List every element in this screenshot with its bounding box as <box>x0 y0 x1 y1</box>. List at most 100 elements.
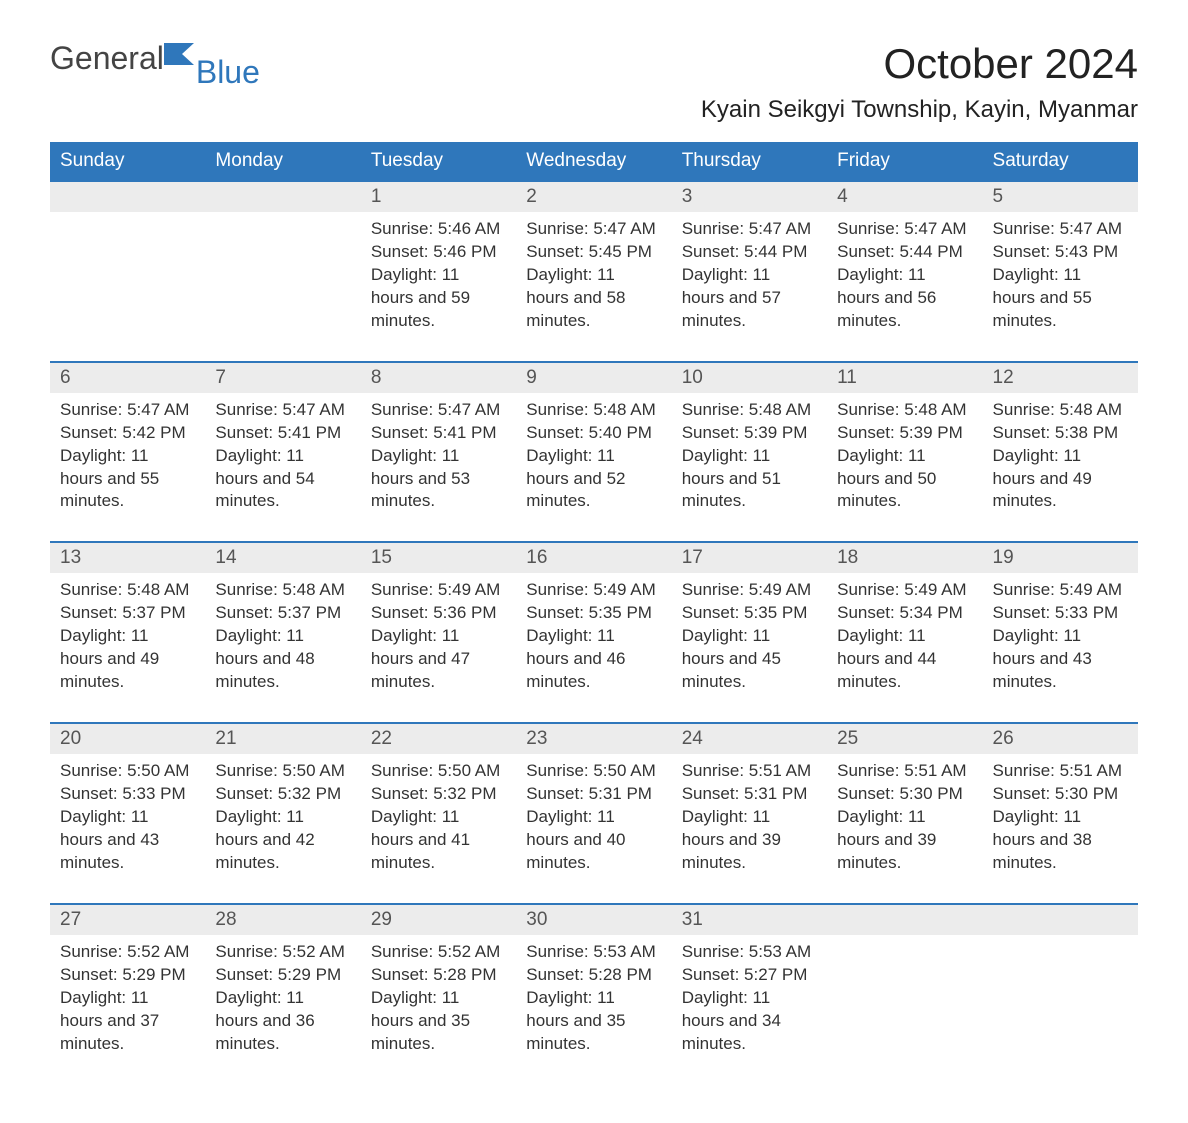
daylight-text: Daylight: 11 hours and 46 minutes. <box>526 625 661 694</box>
day-number: 10 <box>672 363 827 393</box>
sunrise-text: Sunrise: 5:52 AM <box>60 941 195 964</box>
day-content: Sunrise: 5:48 AMSunset: 5:40 PMDaylight:… <box>516 393 671 542</box>
day-content: Sunrise: 5:50 AMSunset: 5:32 PMDaylight:… <box>361 754 516 903</box>
sunset-text: Sunset: 5:37 PM <box>215 602 350 625</box>
daylight-text: Daylight: 11 hours and 41 minutes. <box>371 806 506 875</box>
sunset-text: Sunset: 5:41 PM <box>215 422 350 445</box>
calendar-week: 13141516171819Sunrise: 5:48 AMSunset: 5:… <box>50 541 1138 722</box>
sunrise-text: Sunrise: 5:49 AM <box>371 579 506 602</box>
daylight-text: Daylight: 11 hours and 39 minutes. <box>837 806 972 875</box>
day-number: 19 <box>983 543 1138 573</box>
sunset-text: Sunset: 5:39 PM <box>837 422 972 445</box>
daylight-text: Daylight: 11 hours and 49 minutes. <box>993 445 1128 514</box>
day-content: Sunrise: 5:52 AMSunset: 5:28 PMDaylight:… <box>361 935 516 1084</box>
day-number: 4 <box>827 182 982 212</box>
day-number: 26 <box>983 724 1138 754</box>
daylight-text: Daylight: 11 hours and 40 minutes. <box>526 806 661 875</box>
day-number: 3 <box>672 182 827 212</box>
sunset-text: Sunset: 5:35 PM <box>682 602 817 625</box>
daylight-text: Daylight: 11 hours and 35 minutes. <box>526 987 661 1056</box>
daylight-text: Daylight: 11 hours and 59 minutes. <box>371 264 506 333</box>
day-header: Wednesday <box>516 142 671 180</box>
day-content: Sunrise: 5:52 AMSunset: 5:29 PMDaylight:… <box>205 935 360 1084</box>
sunrise-text: Sunrise: 5:51 AM <box>837 760 972 783</box>
sunset-text: Sunset: 5:31 PM <box>526 783 661 806</box>
sunset-text: Sunset: 5:32 PM <box>215 783 350 806</box>
day-header: Thursday <box>672 142 827 180</box>
day-content: Sunrise: 5:50 AMSunset: 5:32 PMDaylight:… <box>205 754 360 903</box>
daylight-text: Daylight: 11 hours and 36 minutes. <box>215 987 350 1056</box>
sunrise-text: Sunrise: 5:51 AM <box>682 760 817 783</box>
daylight-text: Daylight: 11 hours and 50 minutes. <box>837 445 972 514</box>
sunrise-text: Sunrise: 5:47 AM <box>526 218 661 241</box>
day-header: Tuesday <box>361 142 516 180</box>
day-number: 25 <box>827 724 982 754</box>
sunset-text: Sunset: 5:38 PM <box>993 422 1128 445</box>
day-content: Sunrise: 5:49 AMSunset: 5:35 PMDaylight:… <box>516 573 671 722</box>
sunset-text: Sunset: 5:36 PM <box>371 602 506 625</box>
calendar-week: 12345Sunrise: 5:46 AMSunset: 5:46 PMDayl… <box>50 180 1138 361</box>
day-header: Saturday <box>983 142 1138 180</box>
daylight-text: Daylight: 11 hours and 43 minutes. <box>993 625 1128 694</box>
sunrise-text: Sunrise: 5:47 AM <box>371 399 506 422</box>
sunrise-text: Sunrise: 5:47 AM <box>837 218 972 241</box>
sunset-text: Sunset: 5:30 PM <box>993 783 1128 806</box>
day-number: 22 <box>361 724 516 754</box>
day-number: 14 <box>205 543 360 573</box>
daylight-text: Daylight: 11 hours and 47 minutes. <box>371 625 506 694</box>
sunset-text: Sunset: 5:41 PM <box>371 422 506 445</box>
sunrise-text: Sunrise: 5:48 AM <box>682 399 817 422</box>
daylight-text: Daylight: 11 hours and 49 minutes. <box>60 625 195 694</box>
sunset-text: Sunset: 5:32 PM <box>371 783 506 806</box>
day-number: 5 <box>983 182 1138 212</box>
day-content: Sunrise: 5:47 AMSunset: 5:44 PMDaylight:… <box>827 212 982 361</box>
day-number <box>50 182 205 212</box>
page-header: General Blue October 2024 Kyain Seikgyi … <box>50 40 1138 124</box>
day-number: 2 <box>516 182 671 212</box>
day-number <box>205 182 360 212</box>
daylight-text: Daylight: 11 hours and 54 minutes. <box>215 445 350 514</box>
day-number: 12 <box>983 363 1138 393</box>
sunrise-text: Sunrise: 5:49 AM <box>682 579 817 602</box>
daylight-text: Daylight: 11 hours and 39 minutes. <box>682 806 817 875</box>
day-header: Sunday <box>50 142 205 180</box>
day-content: Sunrise: 5:51 AMSunset: 5:30 PMDaylight:… <box>827 754 982 903</box>
day-content-row: Sunrise: 5:48 AMSunset: 5:37 PMDaylight:… <box>50 573 1138 722</box>
sunrise-text: Sunrise: 5:49 AM <box>526 579 661 602</box>
sunset-text: Sunset: 5:44 PM <box>837 241 972 264</box>
day-content <box>50 212 205 361</box>
day-content-row: Sunrise: 5:47 AMSunset: 5:42 PMDaylight:… <box>50 393 1138 542</box>
sunset-text: Sunset: 5:35 PM <box>526 602 661 625</box>
sunset-text: Sunset: 5:29 PM <box>215 964 350 987</box>
day-number: 11 <box>827 363 982 393</box>
day-number: 24 <box>672 724 827 754</box>
day-content: Sunrise: 5:48 AMSunset: 5:39 PMDaylight:… <box>827 393 982 542</box>
daylight-text: Daylight: 11 hours and 35 minutes. <box>371 987 506 1056</box>
day-number: 21 <box>205 724 360 754</box>
sunset-text: Sunset: 5:31 PM <box>682 783 817 806</box>
day-header: Monday <box>205 142 360 180</box>
day-number: 20 <box>50 724 205 754</box>
day-content <box>983 935 1138 1084</box>
daylight-text: Daylight: 11 hours and 57 minutes. <box>682 264 817 333</box>
sunset-text: Sunset: 5:34 PM <box>837 602 972 625</box>
day-header-row: Sunday Monday Tuesday Wednesday Thursday… <box>50 142 1138 180</box>
day-number: 6 <box>50 363 205 393</box>
sunrise-text: Sunrise: 5:48 AM <box>60 579 195 602</box>
day-content-row: Sunrise: 5:50 AMSunset: 5:33 PMDaylight:… <box>50 754 1138 903</box>
daylight-text: Daylight: 11 hours and 48 minutes. <box>215 625 350 694</box>
sunset-text: Sunset: 5:37 PM <box>60 602 195 625</box>
sunset-text: Sunset: 5:33 PM <box>993 602 1128 625</box>
daylight-text: Daylight: 11 hours and 56 minutes. <box>837 264 972 333</box>
sunset-text: Sunset: 5:27 PM <box>682 964 817 987</box>
day-number <box>827 905 982 935</box>
sunrise-text: Sunrise: 5:53 AM <box>682 941 817 964</box>
day-number: 28 <box>205 905 360 935</box>
daylight-text: Daylight: 11 hours and 44 minutes. <box>837 625 972 694</box>
daylight-text: Daylight: 11 hours and 58 minutes. <box>526 264 661 333</box>
day-number: 18 <box>827 543 982 573</box>
day-content: Sunrise: 5:47 AMSunset: 5:42 PMDaylight:… <box>50 393 205 542</box>
day-content: Sunrise: 5:50 AMSunset: 5:33 PMDaylight:… <box>50 754 205 903</box>
calendar-week: 2728293031Sunrise: 5:52 AMSunset: 5:29 P… <box>50 903 1138 1084</box>
sunset-text: Sunset: 5:30 PM <box>837 783 972 806</box>
